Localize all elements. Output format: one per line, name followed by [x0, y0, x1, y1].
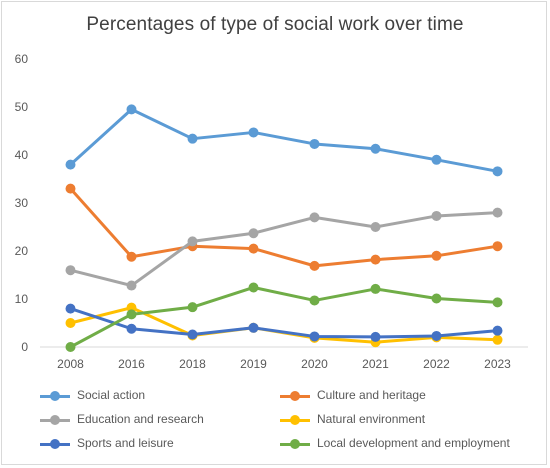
legend-marker: [290, 391, 300, 401]
series-point: [126, 104, 137, 115]
series-point: [65, 342, 76, 352]
series-point: [248, 282, 259, 293]
series-point: [309, 331, 320, 342]
series-point: [431, 210, 442, 221]
series-line: [69, 307, 499, 339]
series-point: [309, 295, 320, 306]
y-tick-label: 60: [15, 52, 29, 66]
series-point: [309, 138, 320, 149]
series-point: [370, 254, 381, 265]
series-point: [126, 323, 137, 334]
legend-label: Local development and employment: [317, 436, 510, 450]
series-point: [492, 325, 503, 336]
series-point: [248, 322, 259, 333]
series-point: [126, 280, 137, 291]
series-point: [431, 330, 442, 341]
series-line: [69, 107, 499, 173]
series-point: [187, 302, 198, 313]
y-tick-label: 10: [15, 292, 29, 306]
chart-title: Percentages of type of social work over …: [86, 14, 464, 35]
series-point: [65, 265, 76, 276]
series-point: [65, 303, 76, 314]
x-tick-label: 2022: [423, 357, 450, 371]
y-tick-label: 0: [21, 340, 28, 354]
series-point: [431, 293, 442, 304]
legend-label: Education and research: [77, 412, 204, 426]
series-line: [69, 285, 499, 349]
legend-marker: [50, 391, 60, 401]
series-point: [492, 166, 503, 177]
x-tick-label: 2016: [118, 357, 145, 371]
x-tick-label: 2021: [362, 357, 389, 371]
series-point: [248, 228, 259, 239]
legend-label: Sports and leisure: [77, 436, 174, 450]
x-tick-label: 2008: [57, 357, 84, 371]
series-point: [65, 318, 76, 328]
series-point: [187, 133, 198, 144]
y-tick-label: 30: [15, 196, 29, 210]
x-tick-label: 2020: [301, 357, 328, 371]
series-point: [370, 143, 381, 154]
series-point: [309, 212, 320, 223]
series-point: [309, 260, 320, 271]
series-line: [69, 211, 499, 288]
series-point: [370, 222, 381, 232]
series-point: [492, 297, 503, 308]
series-point: [370, 331, 381, 342]
series-point: [431, 250, 442, 261]
x-tick-label: 2018: [179, 357, 206, 371]
x-tick-label: 2019: [240, 357, 267, 371]
x-tick-label: 2023: [484, 357, 511, 371]
series-point: [126, 309, 137, 320]
series-point: [126, 251, 137, 262]
legend-marker: [50, 439, 60, 449]
legend-label: Social action: [77, 388, 146, 402]
series-point: [187, 236, 198, 247]
legend-marker: [50, 415, 60, 425]
series-point: [248, 243, 259, 254]
y-tick-label: 40: [15, 148, 29, 162]
series-point: [65, 159, 76, 170]
series-point: [370, 283, 381, 294]
series-line: [69, 187, 499, 268]
legend-marker: [290, 415, 300, 425]
legend-marker: [290, 439, 300, 449]
y-tick-label: 50: [15, 100, 29, 114]
series-point: [431, 154, 442, 165]
y-tick-label: 20: [15, 244, 29, 258]
legend-label: Natural environment: [317, 412, 426, 426]
legend-label: Culture and heritage: [317, 388, 426, 402]
series-point: [492, 207, 503, 218]
series-point: [248, 127, 259, 138]
series-point: [65, 183, 76, 194]
series-point: [492, 334, 503, 345]
series-point: [187, 329, 198, 340]
series-point: [492, 241, 503, 252]
